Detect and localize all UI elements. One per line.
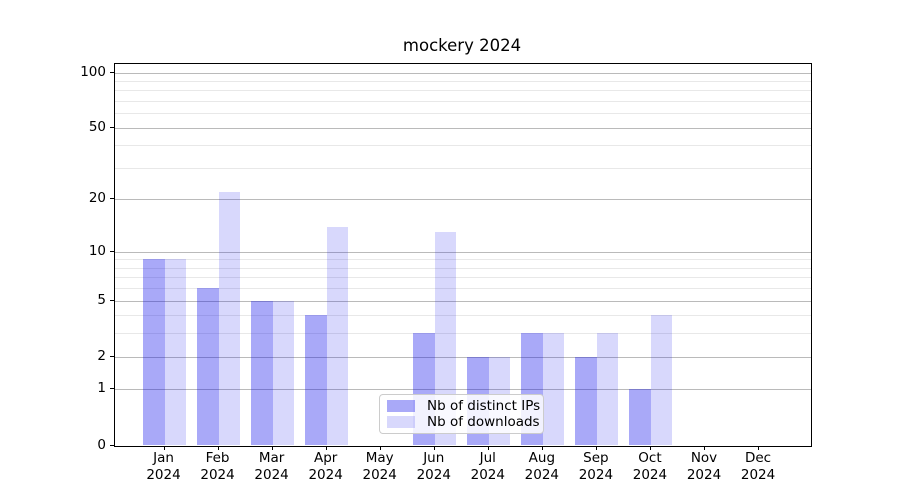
x-tick-label-feb: Feb 2024 (200, 450, 235, 483)
y-tick-label-100: 100 (80, 63, 106, 80)
bar-downloads-jun (434, 232, 457, 446)
gridline-minor-4 (115, 315, 811, 317)
x-tick-mark-jun (433, 445, 435, 450)
x-tick-mark-jan (163, 445, 165, 450)
legend-item-distinct-ips: Nb of distinct IPs (387, 398, 540, 414)
x-tick-label-aug: Aug 2024 (524, 450, 560, 483)
x-tick-mark-apr (325, 445, 327, 450)
legend: Nb of distinct IPs Nb of downloads (379, 394, 544, 434)
y-tick-label-50: 50 (88, 118, 106, 135)
gridline-major-20 (115, 199, 811, 201)
plot-area: Nb of distinct IPs Nb of downloads (114, 62, 812, 447)
x-tick-mark-may (379, 445, 381, 450)
legend-swatch-downloads-icon (387, 416, 415, 428)
chart-title: mockery 2024 (402, 36, 522, 55)
x-tick-mark-feb (217, 445, 219, 450)
y-tick-mark-50 (110, 126, 114, 128)
gridline-minor-80 (115, 90, 811, 92)
bar-downloads-aug (542, 333, 565, 446)
y-tick-mark-20 (110, 198, 114, 200)
legend-swatch-distinct-ips-icon (387, 400, 415, 412)
x-tick-mark-sep (595, 445, 597, 450)
bar-distinct-ips-sep (575, 356, 597, 446)
legend-label-downloads: Nb of downloads (427, 414, 540, 430)
gridline-minor-40 (115, 145, 811, 147)
gridline-minor-90 (115, 80, 811, 82)
x-tick-label-oct: Oct 2024 (632, 450, 668, 483)
x-tick-label-apr: Apr 2024 (308, 450, 343, 483)
x-tick-label-mar: Mar 2024 (254, 450, 289, 483)
gridline-major-2 (115, 356, 811, 358)
y-tick-label-10: 10 (88, 242, 106, 259)
y-tick-label-1: 1 (97, 380, 106, 397)
gridline-minor-70 (115, 101, 811, 103)
y-tick-label-5: 5 (97, 291, 106, 308)
bar-distinct-ips-feb (197, 288, 219, 446)
x-tick-mark-nov (704, 445, 705, 450)
x-tick-label-sep: Sep 2024 (578, 450, 614, 483)
bar-downloads-oct (650, 315, 673, 446)
x-tick-mark-jul (487, 445, 489, 450)
gridline-major-1 (115, 389, 811, 391)
gridline-major-5 (115, 300, 811, 302)
y-tick-label-20: 20 (88, 190, 106, 207)
x-tick-mark-mar (271, 445, 273, 450)
y-tick-mark-100 (110, 71, 114, 73)
x-tick-label-may: May 2024 (362, 450, 397, 483)
legend-item-downloads: Nb of downloads (387, 414, 540, 430)
x-tick-mark-aug (541, 445, 543, 450)
y-tick-mark-1 (110, 388, 114, 390)
x-tick-mark-oct (649, 445, 651, 450)
gridline-major-100 (115, 72, 811, 74)
bar-downloads-mar (272, 300, 295, 446)
x-tick-mark-dec (758, 445, 760, 450)
gridline-minor-9 (115, 259, 811, 261)
y-tick-mark-2 (110, 355, 114, 357)
y-tick-label-0: 0 (97, 436, 106, 453)
gridline-minor-60 (115, 113, 811, 115)
y-tick-label-2: 2 (97, 347, 106, 364)
bar-downloads-sep (596, 333, 619, 446)
gridline-minor-3 (115, 333, 811, 335)
gridline-minor-6 (115, 288, 811, 290)
x-tick-label-jun: Jun 2024 (416, 450, 451, 483)
gridline-minor-7 (115, 277, 811, 279)
bar-distinct-ips-apr (305, 315, 327, 446)
x-tick-label-jan: Jan 2024 (146, 450, 181, 483)
bar-distinct-ips-mar (251, 300, 273, 446)
bar-downloads-apr (326, 226, 349, 446)
y-tick-mark-5 (110, 299, 114, 301)
bar-downloads-feb (218, 192, 241, 446)
x-tick-label-jul: Jul 2024 (470, 450, 505, 483)
x-tick-label-dec: Dec 2024 (740, 450, 776, 483)
gridline-major-50 (115, 127, 811, 129)
y-tick-mark-10 (110, 250, 114, 252)
bar-distinct-ips-oct (629, 389, 651, 446)
gridline-major-10 (115, 251, 811, 253)
x-tick-label-nov: Nov 2024 (686, 450, 722, 483)
legend-label-distinct-ips: Nb of distinct IPs (427, 398, 541, 414)
y-tick-mark-0 (110, 444, 114, 446)
gridline-minor-30 (115, 168, 811, 169)
bar-downloads-jan (164, 259, 186, 446)
gridline-minor-8 (115, 267, 811, 269)
bar-distinct-ips-jan (143, 259, 165, 446)
